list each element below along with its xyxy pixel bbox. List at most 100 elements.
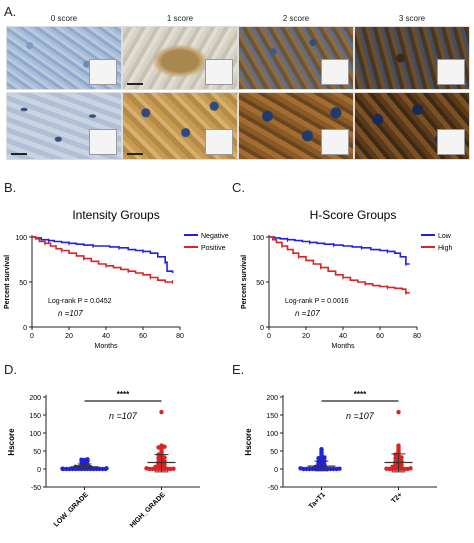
survival-curve-low	[269, 236, 410, 265]
whole-core-inset	[321, 59, 349, 85]
y-tick-label: 100	[29, 431, 41, 438]
scale-bar	[127, 153, 143, 155]
data-point	[408, 466, 413, 471]
sample-size-annotation: n =107	[58, 309, 83, 318]
data-point	[396, 409, 401, 415]
y-tick-label: 50	[33, 449, 41, 456]
x-tick-label: 20	[302, 333, 310, 340]
logrank-annotation: Log-rank P = 0.0016	[285, 298, 349, 305]
data-point	[85, 457, 90, 462]
column-label-2-score: 2 score	[282, 14, 310, 23]
y-axis-label: Percent survival	[4, 255, 11, 309]
y-tick-label: -50	[268, 485, 278, 492]
micrograph-0-score-high-magnification	[6, 92, 122, 160]
scale-bar	[11, 153, 27, 155]
column-label-0-score: 0 score	[50, 14, 78, 23]
y-axis-label: Hscore	[244, 428, 253, 456]
significance-stars: ****	[354, 390, 367, 399]
data-point	[60, 466, 65, 471]
x-tick-label: 0	[267, 333, 271, 340]
significance-stars: ****	[117, 390, 130, 399]
micrograph-1-score-low-magnification	[122, 26, 238, 90]
sample-size-annotation: n =107	[346, 411, 375, 421]
micrograph-2-score-high-magnification	[238, 92, 354, 160]
micrograph-0-score-low-magnification	[6, 26, 122, 90]
sample-size-annotation: n =107	[295, 309, 320, 318]
micrograph-3-score-low-magnification	[354, 26, 470, 90]
y-tick-label: 100	[266, 431, 278, 438]
x-tick-label: LOW_GRADE	[53, 491, 90, 528]
panel-c-letter: C.	[232, 180, 245, 195]
y-tick-label: 150	[266, 413, 278, 420]
y-tick-label: -50	[31, 485, 41, 492]
x-tick-label: 80	[176, 333, 184, 340]
legend-label-negative: Negative	[201, 233, 229, 240]
whole-core-inset	[321, 129, 349, 155]
sample-size-annotation: n =107	[109, 411, 138, 421]
x-tick-label: T2+	[390, 491, 404, 505]
y-axis-label: Hscore	[7, 428, 16, 456]
x-tick-label: 60	[376, 333, 384, 340]
chart-title: H-Score Groups	[310, 208, 397, 222]
x-axis-label: Months	[332, 343, 355, 350]
y-tick-label: 150	[29, 413, 41, 420]
logrank-annotation: Log-rank P = 0.0452	[48, 298, 112, 305]
x-tick-label: 40	[339, 333, 347, 340]
data-point	[144, 466, 149, 471]
y-tick-label: 200	[29, 395, 41, 402]
whole-core-inset	[205, 129, 233, 155]
x-axis-label: Months	[95, 343, 118, 350]
data-point	[337, 466, 342, 471]
survival-curve-negative	[32, 236, 174, 273]
x-tick-label: 80	[413, 333, 421, 340]
y-tick-label: 0	[274, 467, 278, 474]
survival-curve-positive	[32, 236, 173, 283]
survival-chart-h-score-groups: H-Score Groups 0 50 100 0 20 40 60 80 Months Perce…	[241, 208, 453, 350]
x-tick-label: 0	[30, 333, 34, 340]
column-label-3-score: 3 score	[398, 14, 426, 23]
legend-label-high: High	[438, 245, 453, 252]
data-point	[159, 443, 164, 448]
y-tick-label: 50	[256, 280, 264, 287]
y-tick-label: 50	[270, 449, 278, 456]
data-point	[104, 466, 109, 471]
y-tick-label: 0	[23, 325, 27, 332]
column-label-1-score: 1 score	[166, 14, 194, 23]
x-tick-label: 60	[139, 333, 147, 340]
survival-chart-intensity-groups: Intensity Groups 0 50 100 0 20 40 60 80 Months Per…	[4, 208, 229, 350]
whole-core-inset	[437, 59, 465, 85]
data-point	[298, 466, 303, 471]
panel-e-letter: E.	[232, 362, 245, 377]
x-tick-label: 40	[102, 333, 110, 340]
x-tick-label: Ta+T1	[308, 491, 327, 510]
panel-a-letter: A.	[4, 4, 17, 19]
data-point	[171, 466, 176, 471]
y-tick-label: 100	[252, 235, 264, 242]
y-tick-label: 0	[37, 467, 41, 474]
whole-core-inset	[89, 59, 117, 85]
legend-label-low: Low	[438, 233, 452, 240]
y-tick-label: 200	[266, 395, 278, 402]
micrograph-1-score-high-magnification	[122, 92, 238, 160]
chart-title: Intensity Groups	[72, 208, 159, 222]
data-point	[319, 447, 324, 452]
y-tick-label: 100	[15, 235, 27, 242]
x-tick-label: HIGH_GRADE	[129, 491, 167, 529]
y-tick-label: 50	[19, 280, 27, 287]
y-tick-label: 0	[260, 325, 264, 332]
data-point	[384, 466, 389, 471]
y-axis-label: Percent survival	[241, 255, 248, 309]
whole-core-inset	[205, 59, 233, 85]
scale-bar	[127, 83, 143, 85]
data-point	[159, 409, 164, 415]
micrograph-3-score-high-magnification	[354, 92, 470, 160]
data-point	[396, 443, 401, 448]
x-tick-label: 20	[65, 333, 73, 340]
hscore-scatter-by-grade: -50 0 50 100 150 200 Hscore LOW_GRADE HIGH_GRADE…	[7, 390, 200, 529]
hscore-scatter-by-stage: -50 0 50 100 150 200 Hscore Ta+T1 T2+ **** n =107	[244, 390, 437, 510]
whole-core-inset	[437, 129, 465, 155]
micrograph-2-score-low-magnification	[238, 26, 354, 90]
panel-b-letter: B.	[4, 180, 17, 195]
data-point	[79, 457, 84, 462]
panel-d-letter: D.	[4, 362, 17, 377]
